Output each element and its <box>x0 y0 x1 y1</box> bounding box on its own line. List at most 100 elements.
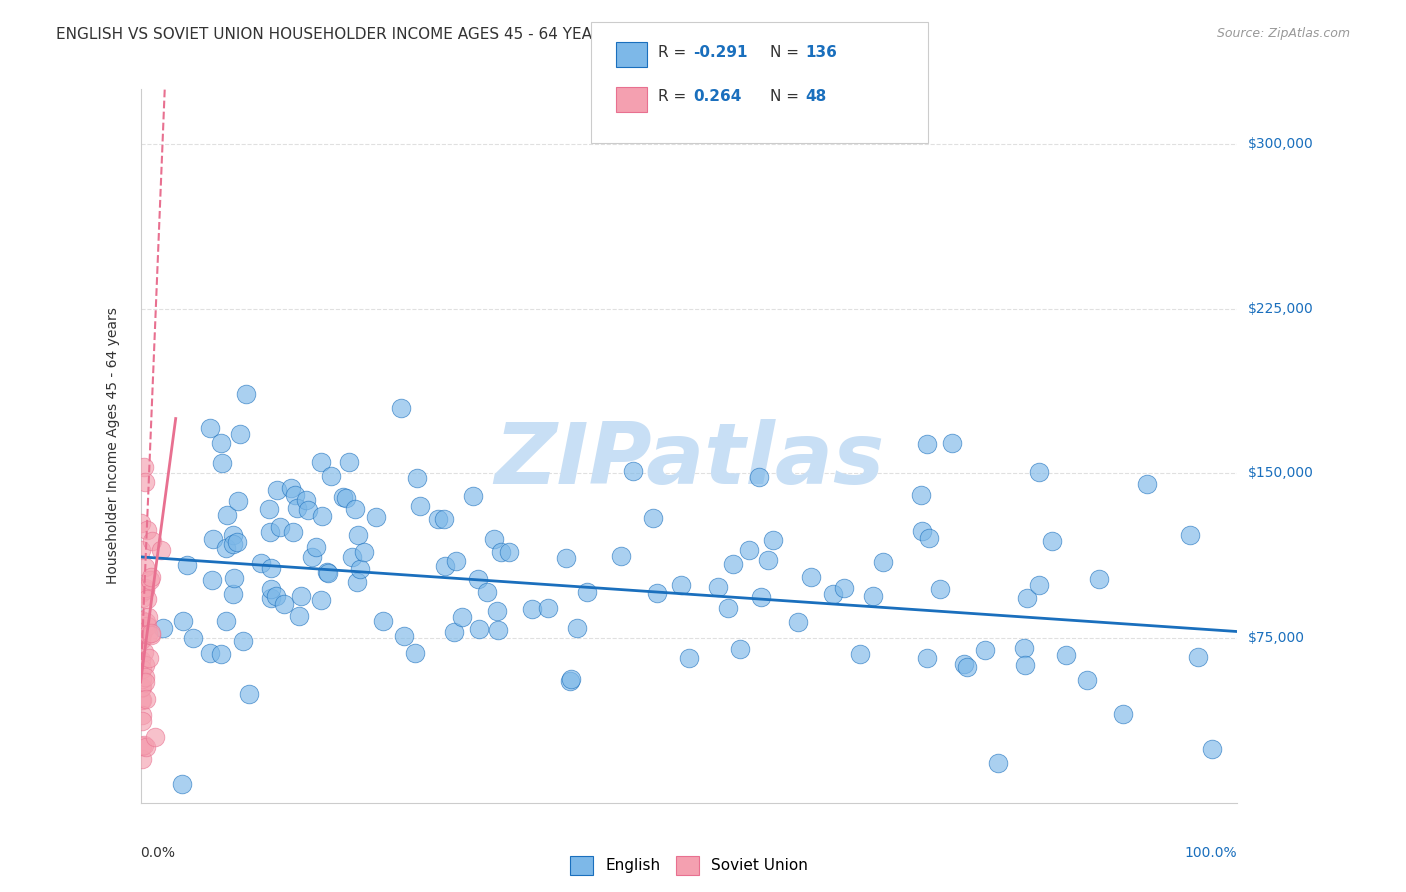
Text: $150,000: $150,000 <box>1249 467 1315 481</box>
Soviet Union <box>136 626 159 640</box>
English <box>645 586 668 600</box>
Text: Source: ZipAtlas.com: Source: ZipAtlas.com <box>1216 27 1350 40</box>
English <box>297 503 319 517</box>
English <box>283 524 305 539</box>
Soviet Union <box>131 586 153 600</box>
Text: $225,000: $225,000 <box>1249 301 1315 316</box>
English <box>222 537 245 551</box>
English <box>1028 578 1050 592</box>
Soviet Union <box>131 708 153 723</box>
English <box>273 598 295 612</box>
Text: ZIPatlas: ZIPatlas <box>494 418 884 502</box>
Soviet Union <box>138 650 160 665</box>
Soviet Union <box>131 591 153 606</box>
Text: N =: N = <box>770 45 804 60</box>
English <box>181 632 204 646</box>
English <box>409 499 432 513</box>
Soviet Union <box>131 516 153 530</box>
English <box>332 490 354 504</box>
Soviet Union <box>134 675 156 690</box>
Soviet Union <box>134 475 156 489</box>
Soviet Union <box>135 739 157 754</box>
English <box>391 401 413 416</box>
English <box>343 501 366 516</box>
English <box>974 643 997 657</box>
English <box>349 562 371 576</box>
Soviet Union <box>129 624 152 638</box>
Text: $75,000: $75,000 <box>1249 632 1305 645</box>
English <box>723 557 745 571</box>
English <box>567 621 589 635</box>
English <box>217 508 239 523</box>
English <box>433 559 456 574</box>
English <box>170 777 193 791</box>
English <box>953 657 976 672</box>
English <box>910 524 932 538</box>
English <box>232 634 254 648</box>
English <box>707 581 730 595</box>
English <box>787 615 810 629</box>
English <box>575 585 598 599</box>
Soviet Union <box>131 739 153 753</box>
English <box>305 541 328 555</box>
English <box>260 561 283 575</box>
Soviet Union <box>143 730 166 744</box>
English <box>280 481 302 495</box>
English <box>238 687 260 701</box>
English <box>728 641 751 656</box>
Soviet Union <box>131 632 153 647</box>
Text: ENGLISH VS SOVIET UNION HOUSEHOLDER INCOME AGES 45 - 64 YEARS CORRELATION CHART: ENGLISH VS SOVIET UNION HOUSEHOLDER INCO… <box>56 27 783 42</box>
English <box>491 545 513 559</box>
Soviet Union <box>131 681 153 695</box>
English <box>1017 591 1039 606</box>
Soviet Union <box>141 570 163 584</box>
English <box>209 648 232 662</box>
Soviet Union <box>135 618 157 632</box>
English <box>335 491 357 506</box>
Soviet Union <box>135 523 157 537</box>
English <box>340 549 363 564</box>
English <box>1180 528 1202 542</box>
English <box>486 623 509 637</box>
Soviet Union <box>131 624 153 638</box>
English <box>1014 658 1036 673</box>
English <box>337 455 360 469</box>
English <box>1076 673 1098 687</box>
Soviet Union <box>149 543 172 558</box>
English <box>284 487 307 501</box>
English <box>1187 649 1209 664</box>
English <box>200 646 222 660</box>
English <box>443 625 465 640</box>
English <box>1111 706 1133 721</box>
English <box>756 553 779 567</box>
English <box>910 488 932 502</box>
Soviet Union <box>131 626 153 640</box>
Soviet Union <box>132 459 155 474</box>
English <box>211 456 233 470</box>
Soviet Union <box>129 653 152 667</box>
English <box>295 493 318 508</box>
English <box>319 469 342 483</box>
Text: 48: 48 <box>806 89 827 103</box>
Text: 100.0%: 100.0% <box>1185 846 1237 860</box>
English <box>917 531 939 545</box>
English <box>290 589 312 603</box>
English <box>1028 466 1050 480</box>
Text: 0.0%: 0.0% <box>141 846 176 860</box>
English <box>264 589 287 603</box>
English <box>872 555 894 569</box>
Soviet Union <box>134 670 156 684</box>
English <box>520 602 543 616</box>
English <box>214 541 236 556</box>
English <box>347 528 370 542</box>
English <box>215 614 238 628</box>
English <box>558 674 581 689</box>
Soviet Union <box>131 693 153 707</box>
English <box>956 659 979 673</box>
English <box>482 532 505 546</box>
Soviet Union <box>129 632 152 647</box>
English <box>1042 534 1064 549</box>
Soviet Union <box>132 738 155 752</box>
English <box>200 574 222 588</box>
Soviet Union <box>134 581 156 595</box>
